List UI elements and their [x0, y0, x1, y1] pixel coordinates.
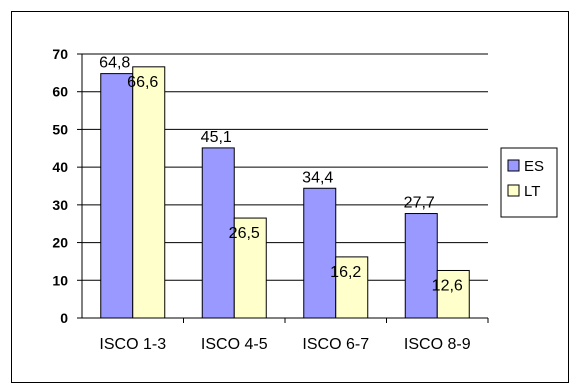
y-tick-label: 30 [52, 197, 68, 213]
bar-es-4 [404, 213, 438, 319]
x-tick-label: ISCO 8-9 [404, 336, 471, 353]
y-tick-label: 50 [52, 121, 68, 137]
bar-lt-2 [233, 217, 267, 319]
y-tick-label: 70 [52, 46, 68, 62]
x-tick-label: ISCO 4-5 [201, 336, 268, 353]
data-label: 34,4 [302, 169, 333, 186]
x-tick-label: ISCO 1-3 [99, 336, 166, 353]
y-tick-label: 10 [52, 272, 68, 288]
data-label: 64,8 [99, 55, 130, 72]
legend-label-lt: LT [524, 183, 540, 200]
data-label: 26,5 [229, 225, 260, 242]
data-label: 45,1 [201, 129, 232, 146]
data-labels: 64,8 66,6 45,1 26,5 34,4 16,2 27,7 12,6 [99, 55, 463, 295]
axes: 0 10 20 30 40 50 60 70 ISCO 1-3 ISCO 4-5 ISCO 6-7 I… [52, 46, 489, 353]
bar-lt-1 [132, 66, 166, 319]
data-label: 27,7 [404, 195, 435, 212]
data-label: 12,6 [432, 277, 463, 294]
x-tick-label: ISCO 6-7 [302, 336, 369, 353]
bar-es-1 [100, 73, 134, 319]
bar-es-3 [303, 187, 337, 319]
data-label: 16,2 [330, 264, 361, 281]
legend-swatch-es [507, 159, 520, 172]
bar-lt-3 [335, 256, 369, 319]
y-tick-label: 60 [52, 84, 68, 100]
legend-swatch-lt [507, 184, 520, 197]
bars [100, 66, 470, 319]
legend: ES LT [500, 147, 558, 218]
y-tick-label: 40 [52, 159, 68, 175]
y-tick-label: 20 [52, 235, 68, 251]
legend-label-es: ES [524, 158, 544, 175]
bar-es-2 [201, 147, 235, 319]
data-label: 66,6 [127, 74, 158, 91]
y-tick-label: 0 [60, 310, 68, 326]
